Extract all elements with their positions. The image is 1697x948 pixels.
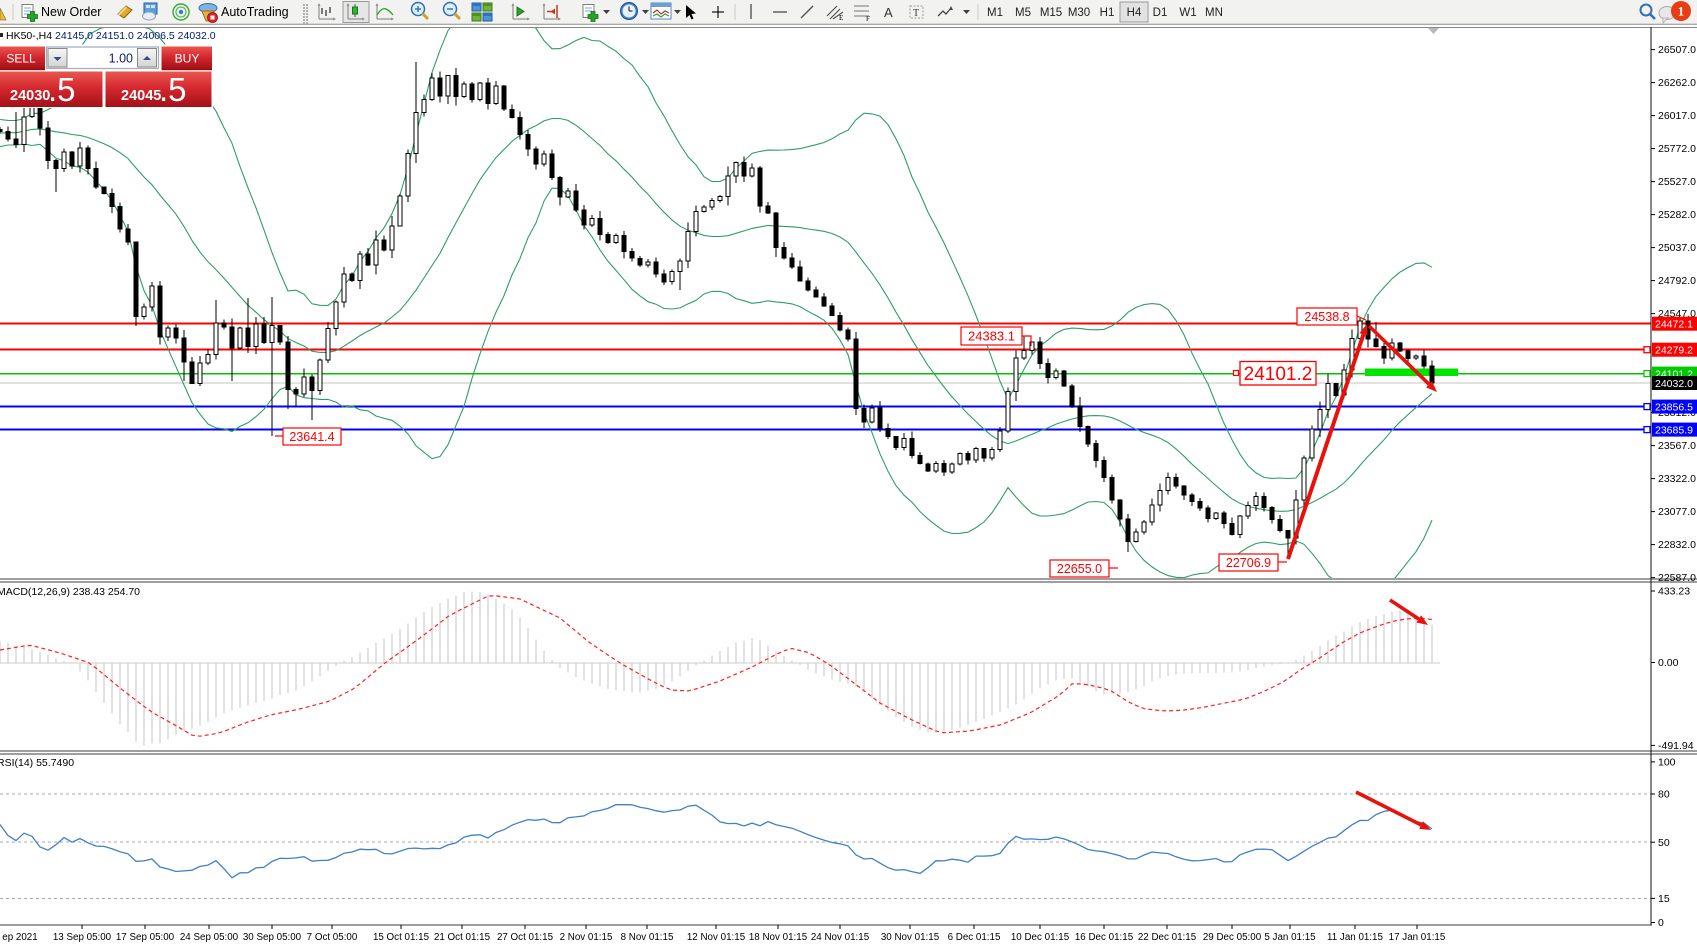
svg-text:23567.0: 23567.0 xyxy=(1658,440,1696,452)
svg-text:H4: H4 xyxy=(1127,7,1142,19)
svg-text:24 Nov 01:15: 24 Nov 01:15 xyxy=(811,932,870,943)
svg-text:F: F xyxy=(866,15,870,23)
svg-text:E: E xyxy=(839,14,843,22)
svg-text:24101.2: 24101.2 xyxy=(1244,364,1313,385)
svg-text:433.23: 433.23 xyxy=(1658,586,1690,598)
svg-text:.5: .5 xyxy=(159,71,187,108)
svg-text:22832.0: 22832.0 xyxy=(1658,539,1696,551)
svg-text:MN: MN xyxy=(1205,7,1223,19)
svg-text:17 Jan 01:15: 17 Jan 01:15 xyxy=(1389,932,1446,943)
svg-text:13 Sep 05:00: 13 Sep 05:00 xyxy=(53,932,112,943)
svg-text:25282.0: 25282.0 xyxy=(1658,209,1696,221)
svg-text:BUY: BUY xyxy=(175,52,200,66)
svg-text:24279.2: 24279.2 xyxy=(1655,345,1693,357)
svg-text:W1: W1 xyxy=(1179,7,1196,19)
svg-text:12 Nov 01:15: 12 Nov 01:15 xyxy=(687,932,746,943)
svg-text:6 Dec 01:15: 6 Dec 01:15 xyxy=(948,932,1001,943)
svg-text:16 Dec 01:15: 16 Dec 01:15 xyxy=(1075,932,1134,943)
svg-text:24032.0: 24032.0 xyxy=(1655,378,1693,390)
svg-text:-491.94: -491.94 xyxy=(1658,740,1694,752)
svg-text:0: 0 xyxy=(1658,917,1664,929)
svg-text:17 Sep 05:00: 17 Sep 05:00 xyxy=(116,932,175,943)
svg-text:M5: M5 xyxy=(1015,7,1031,19)
svg-text:New Order: New Order xyxy=(41,5,101,19)
svg-text:HK50-,H4 24145.0 24151.0 24006: HK50-,H4 24145.0 24151.0 24006.5 24032.0 xyxy=(6,30,216,42)
svg-text:MACD(12,26,9) 238.43 254.70: MACD(12,26,9) 238.43 254.70 xyxy=(0,586,140,598)
svg-text:26262.0: 26262.0 xyxy=(1658,77,1696,89)
svg-text:RSI(14) 55.7490: RSI(14) 55.7490 xyxy=(0,757,74,769)
svg-text:0.00: 0.00 xyxy=(1658,657,1679,669)
svg-text:7 Oct 05:00: 7 Oct 05:00 xyxy=(307,932,358,943)
svg-text:15 Oct 01:15: 15 Oct 01:15 xyxy=(373,932,430,943)
svg-text:25772.0: 25772.0 xyxy=(1658,143,1696,155)
svg-text:29 Dec 05:00: 29 Dec 05:00 xyxy=(1203,932,1262,943)
svg-text:24383.1: 24383.1 xyxy=(968,329,1015,344)
svg-text:M15: M15 xyxy=(1040,7,1062,19)
svg-text:24792.0: 24792.0 xyxy=(1658,275,1696,287)
svg-text:24045: 24045 xyxy=(121,88,161,104)
svg-text:24472.1: 24472.1 xyxy=(1655,319,1693,331)
svg-text:23641.4: 23641.4 xyxy=(289,430,334,444)
svg-text:H1: H1 xyxy=(1100,7,1115,19)
svg-text:26017.0: 26017.0 xyxy=(1658,110,1696,122)
svg-text:21 Oct 01:15: 21 Oct 01:15 xyxy=(434,932,491,943)
svg-text:M1: M1 xyxy=(987,7,1003,19)
svg-text:25527.0: 25527.0 xyxy=(1658,176,1696,188)
svg-text:23077.0: 23077.0 xyxy=(1658,506,1696,518)
svg-text:27 Oct 01:15: 27 Oct 01:15 xyxy=(497,932,554,943)
svg-text:23322.0: 23322.0 xyxy=(1658,473,1696,485)
svg-text:.5: .5 xyxy=(48,71,76,108)
svg-text:SELL: SELL xyxy=(6,52,36,66)
svg-text:T: T xyxy=(913,8,919,19)
svg-text:1: 1 xyxy=(1678,4,1685,19)
svg-text:23856.5: 23856.5 xyxy=(1655,401,1693,413)
svg-text:5 Jan 01:15: 5 Jan 01:15 xyxy=(1264,932,1316,943)
svg-text:AutoTrading: AutoTrading xyxy=(221,5,289,19)
svg-text:D1: D1 xyxy=(1153,7,1168,19)
svg-text:24 Sep 05:00: 24 Sep 05:00 xyxy=(180,932,239,943)
svg-text:80: 80 xyxy=(1658,789,1670,801)
svg-text:25037.0: 25037.0 xyxy=(1658,242,1696,254)
svg-text:100: 100 xyxy=(1658,757,1676,769)
svg-text:24030: 24030 xyxy=(10,88,50,104)
svg-text:24538.8: 24538.8 xyxy=(1304,310,1349,324)
svg-text:11 Jan 01:15: 11 Jan 01:15 xyxy=(1327,932,1383,943)
svg-text:ep 2021: ep 2021 xyxy=(2,932,37,943)
svg-text:22 Dec 01:15: 22 Dec 01:15 xyxy=(1138,932,1197,943)
svg-text:23685.9: 23685.9 xyxy=(1655,424,1693,436)
svg-text:22587.0: 22587.0 xyxy=(1658,572,1696,584)
svg-text:8 Nov 01:15: 8 Nov 01:15 xyxy=(621,932,674,943)
svg-text:26507.0: 26507.0 xyxy=(1658,44,1696,56)
svg-text:30 Nov 01:15: 30 Nov 01:15 xyxy=(881,932,940,943)
svg-text:M30: M30 xyxy=(1068,7,1090,19)
svg-text:2 Nov 01:15: 2 Nov 01:15 xyxy=(560,932,613,943)
svg-text:50: 50 xyxy=(1658,837,1670,849)
svg-text:1.00: 1.00 xyxy=(109,52,133,66)
svg-text:18 Nov 01:15: 18 Nov 01:15 xyxy=(749,932,808,943)
svg-text:A: A xyxy=(884,5,893,20)
svg-text:22655.0: 22655.0 xyxy=(1057,562,1102,576)
svg-text:30 Sep 05:00: 30 Sep 05:00 xyxy=(243,932,302,943)
svg-text:22706.9: 22706.9 xyxy=(1226,556,1271,570)
svg-text:15: 15 xyxy=(1658,893,1670,905)
svg-text:10 Dec 01:15: 10 Dec 01:15 xyxy=(1011,932,1070,943)
